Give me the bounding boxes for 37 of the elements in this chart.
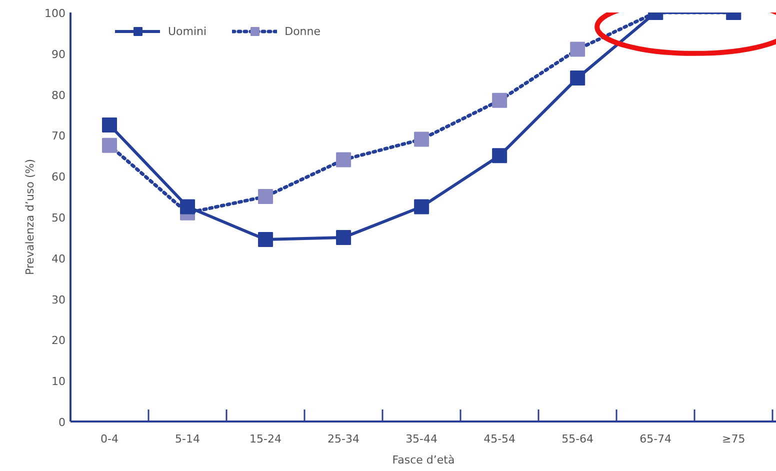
y-tick-label: 100 bbox=[44, 7, 66, 20]
point bbox=[414, 132, 430, 147]
x-tick-label: 45-54 bbox=[484, 432, 516, 446]
point bbox=[102, 138, 118, 153]
point bbox=[570, 42, 586, 57]
x-tick-label: 65-74 bbox=[640, 432, 672, 446]
y-tick-label: 70 bbox=[52, 130, 66, 143]
y-tick-label: 20 bbox=[52, 334, 66, 348]
point bbox=[258, 189, 274, 204]
point bbox=[492, 92, 508, 108]
x-tick-label: ≥75 bbox=[722, 432, 746, 446]
point bbox=[492, 148, 508, 164]
point bbox=[414, 199, 430, 214]
y-tick-label: 50 bbox=[52, 212, 66, 224]
x-tick-label: 0-4 bbox=[100, 432, 118, 446]
y-tick-label: 10 bbox=[52, 375, 66, 388]
legend-label: Uomini bbox=[168, 24, 207, 38]
legend-label: Donne bbox=[284, 24, 321, 38]
y-tick-label: 60 bbox=[52, 170, 66, 184]
y-axis-title: Prevalenza d’uso (%) bbox=[24, 158, 37, 275]
point bbox=[258, 232, 274, 247]
x-tick-label: 55-64 bbox=[562, 432, 594, 446]
point bbox=[570, 70, 586, 86]
y-tick-label: 90 bbox=[52, 48, 66, 61]
x-tick-label: 15-24 bbox=[250, 432, 282, 446]
y-tick-label: 80 bbox=[52, 88, 66, 102]
x-axis-title: Fasce d’età bbox=[392, 454, 455, 466]
y-tick-label: 30 bbox=[52, 293, 66, 306]
x-tick-label: 35-44 bbox=[406, 432, 438, 446]
x-tick-label: 5-14 bbox=[175, 432, 200, 446]
x-tick-label: 25-34 bbox=[328, 432, 360, 446]
point bbox=[336, 152, 352, 168]
point bbox=[336, 230, 352, 245]
point bbox=[180, 199, 196, 214]
y-tick-label: 40 bbox=[52, 252, 66, 266]
y-tick-label: 0 bbox=[58, 416, 66, 429]
point bbox=[102, 117, 118, 132]
